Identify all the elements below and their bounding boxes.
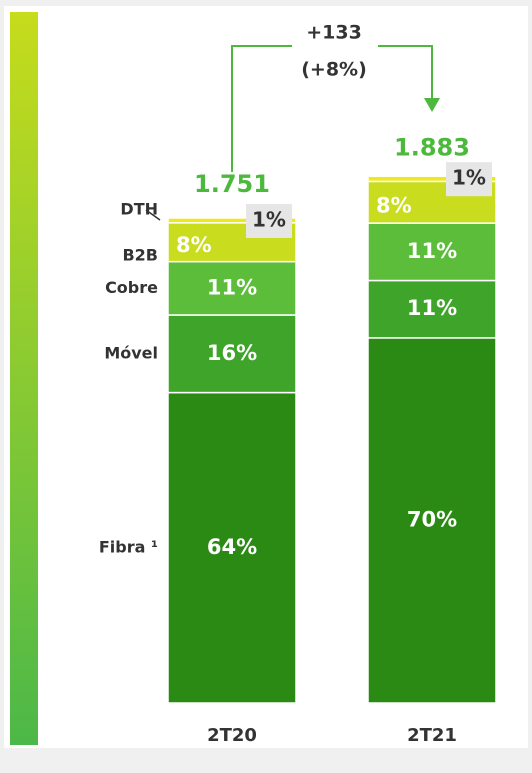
total-label: 1.883	[394, 133, 470, 161]
label-pointer	[145, 209, 161, 221]
bar-segment	[167, 222, 297, 263]
total-label: 1.751	[194, 170, 270, 198]
legend-label: Fibra ¹	[99, 537, 158, 556]
x-tick-label: 2T21	[407, 725, 457, 746]
segment-label: 70%	[407, 507, 457, 531]
bar-segment	[167, 314, 297, 394]
annotation: +133	[306, 22, 362, 44]
side-band	[10, 12, 38, 745]
x-tick-label: 2T20	[207, 725, 257, 746]
change-arrow	[231, 45, 433, 172]
segment-label: 11%	[407, 239, 457, 263]
label-box	[246, 203, 292, 238]
bar-segment	[167, 260, 297, 316]
segment-label: 1%	[252, 207, 286, 231]
legend-label: Móvel	[104, 343, 158, 362]
arrow-head	[424, 98, 440, 112]
segment-label: 11%	[407, 296, 457, 320]
segment-label: 8%	[176, 233, 212, 257]
bar-segment	[167, 217, 297, 224]
bar-segment	[367, 222, 497, 282]
bar-segment	[167, 391, 297, 704]
bar-segment	[367, 279, 497, 339]
label-box	[446, 162, 492, 197]
legend-label: DTH	[120, 199, 158, 218]
segment-label: 11%	[207, 275, 257, 299]
segment-label: 1%	[452, 166, 486, 190]
segment-label: 8%	[376, 193, 412, 217]
segment-label: 64%	[207, 535, 257, 559]
segment-label: 16%	[207, 341, 257, 365]
annotation: (+8%)	[301, 59, 367, 81]
legend-label: B2B	[122, 246, 158, 265]
bar-segment	[367, 337, 497, 704]
legend-label: Cobre	[105, 278, 158, 297]
bar-segment	[367, 175, 497, 183]
